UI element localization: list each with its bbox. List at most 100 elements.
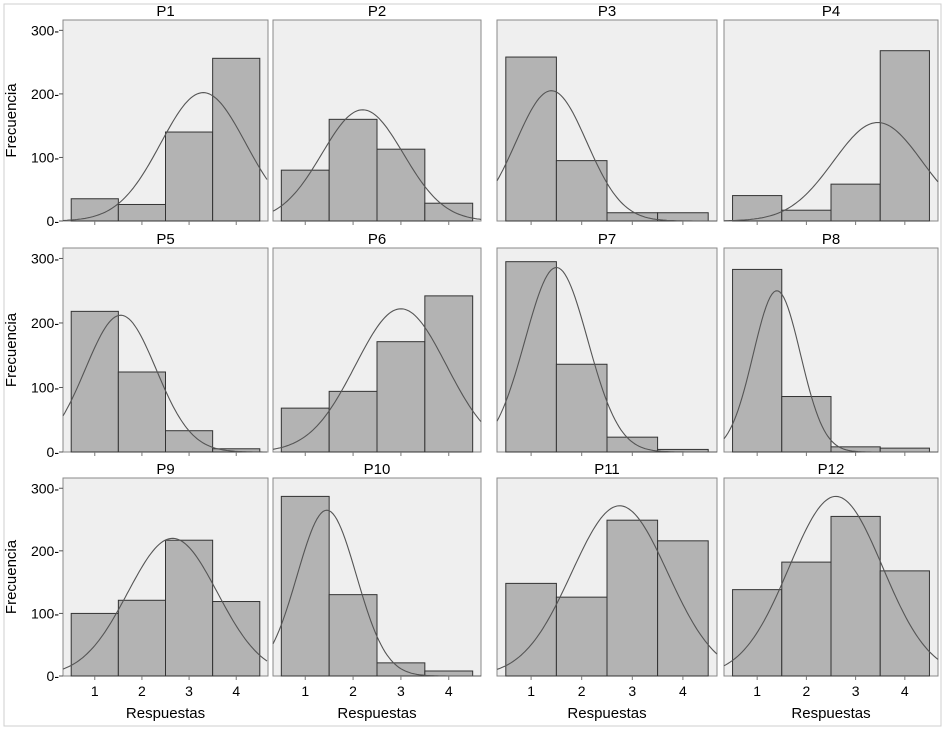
x-tick-label: 2 [802,683,810,699]
chart-title: P1 [156,3,174,20]
bar-1 [280,169,330,222]
bar-3 [165,430,214,453]
x-tick-label: 1 [91,683,99,699]
bar-1 [505,261,557,453]
bar-2 [328,118,378,222]
x-tick-label: 4 [232,683,240,699]
bar-1 [280,495,330,677]
x-tick-label: 3 [852,683,860,699]
bar-2 [117,599,166,677]
bar-4 [424,202,474,222]
y-tick-label: 200- [31,86,59,102]
x-tick-label: 2 [138,683,146,699]
bar-3 [165,539,214,677]
y-tick-label: 300- [31,22,59,38]
bar-2 [555,363,608,453]
y-tick-label: 100- [31,149,59,165]
chart-title: P2 [368,3,386,20]
y-tick-label: 0- [47,668,60,684]
bar-2 [781,209,832,222]
histogram-p4: P4 [723,3,939,225]
y-tick-label: 200- [31,543,59,559]
chart-title: P6 [368,231,386,248]
bar-3 [376,341,426,453]
x-tick-label: 1 [527,683,535,699]
bar-1 [70,310,119,453]
histogram-p5: P5 300- 200- 100- 0- Frecuencia [3,231,269,460]
x-tick-label: 4 [445,683,453,699]
bar-2 [328,594,378,677]
y-tick-label: 300- [31,480,59,496]
bar-4 [212,57,261,222]
normal-fit-curve [496,505,718,670]
bar-4 [879,570,930,677]
bar-1 [505,582,557,677]
normal-fit-curve [62,92,268,222]
bar-3 [830,183,881,222]
normal-fit-curve [723,495,939,667]
x-axis-label: Respuestas [791,705,870,722]
bar-4 [879,447,930,453]
bar-4 [424,295,474,453]
y-tick-label: 0- [47,444,60,460]
bar-3 [830,515,881,677]
y-tick-label: 100- [31,605,59,621]
normal-fit-curve [496,90,717,222]
normal-fit-curve [62,314,267,453]
normal-fit-curve [723,121,939,222]
bar-4 [657,540,709,677]
x-tick-label: 1 [753,683,761,699]
bar-2 [117,203,166,222]
chart-title: P8 [822,231,840,248]
chart-title: P9 [156,461,174,478]
bar-2 [328,390,378,453]
x-axis-label: Respuestas [337,705,416,722]
x-tick-label: 3 [397,683,405,699]
x-tick-label: 4 [679,683,687,699]
x-tick-label: 2 [578,683,586,699]
y-axis-label: Frecuencia [3,539,20,614]
histogram-p9: P9 300- 200- 100- 0- Frecuencia 1 2 3 4 Respuestas [3,461,269,722]
x-axis-label: Respuestas [567,705,646,722]
normal-fit-curve [723,290,938,453]
x-tick-label: 1 [301,683,309,699]
normal-fit-curve [272,109,482,220]
bar-3 [606,212,659,222]
normal-fit-curve [272,308,482,450]
x-axis-label: Respuestas [126,705,205,722]
y-tick-label: 100- [31,379,59,395]
histogram-p7: P7 [496,231,718,456]
x-tick-label: 3 [185,683,193,699]
bar-2 [555,160,608,222]
histogram-p2: P2 [272,3,482,225]
bar-4 [212,601,261,677]
normal-fit-curve [62,537,268,670]
y-tick-label: 0- [47,213,60,229]
bar-2 [781,396,832,453]
bar-3 [165,131,214,222]
x-tick-label: 4 [901,683,909,699]
chart-title: P7 [598,231,616,248]
normal-fit-curve [272,509,481,677]
histogram-p1: P1 300- 200- 100- 0- Frecuencia [3,3,269,229]
bar-2 [555,596,608,677]
bar-1 [732,268,783,453]
y-axis-label: Frecuencia [3,312,20,387]
normal-fit-curve [496,266,717,453]
bar-2 [117,371,166,453]
chart-title: P4 [822,3,840,20]
chart-title: P5 [156,231,174,248]
bar-1 [70,198,119,222]
y-tick-label: 200- [31,315,59,331]
histogram-p8: P8 [723,231,939,456]
bar-3 [376,148,426,222]
chart-title: P10 [364,461,391,478]
chart-title: P3 [598,3,616,20]
histogram-p12: P12 1 2 3 4 Respuestas [723,461,939,722]
bar-3 [606,519,659,677]
x-tick-label: 3 [628,683,636,699]
y-tick-label: 300- [31,250,59,266]
bar-4 [879,50,930,222]
histogram-p6: P6 [272,231,482,456]
figure-border [3,3,942,727]
